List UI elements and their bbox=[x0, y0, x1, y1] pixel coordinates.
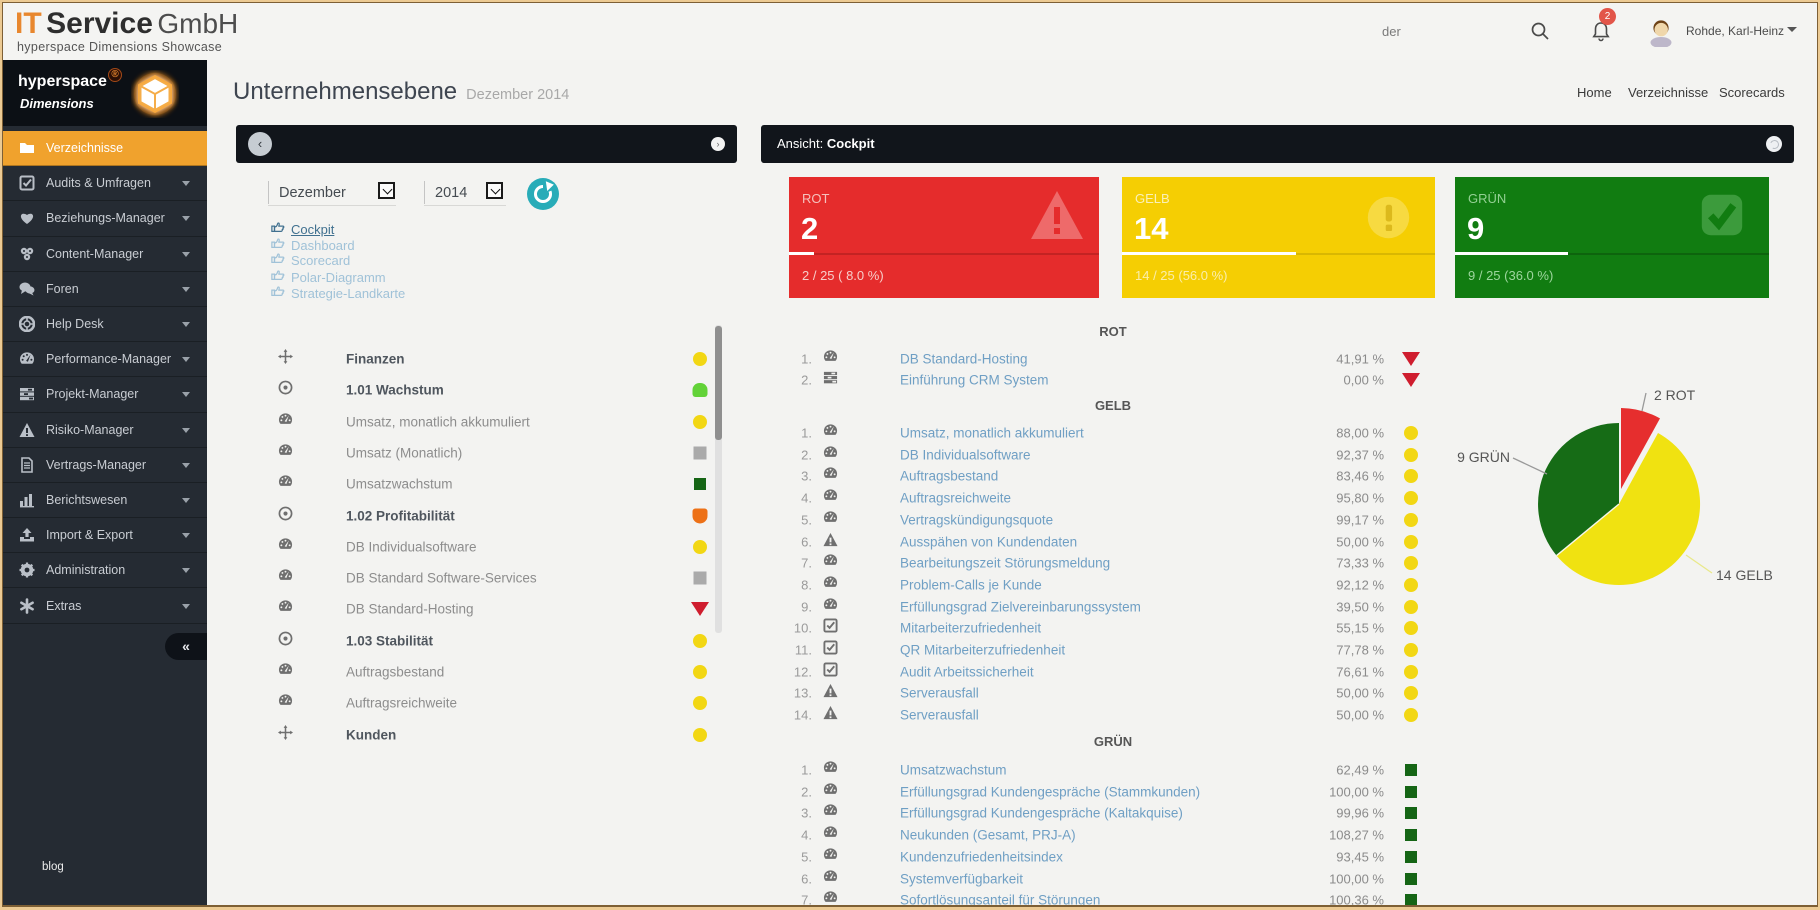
svg-text:2 ROT: 2 ROT bbox=[1654, 387, 1696, 403]
svg-text:14 GELB: 14 GELB bbox=[1716, 567, 1773, 583]
svg-text:9 GRÜN: 9 GRÜN bbox=[1457, 448, 1510, 465]
